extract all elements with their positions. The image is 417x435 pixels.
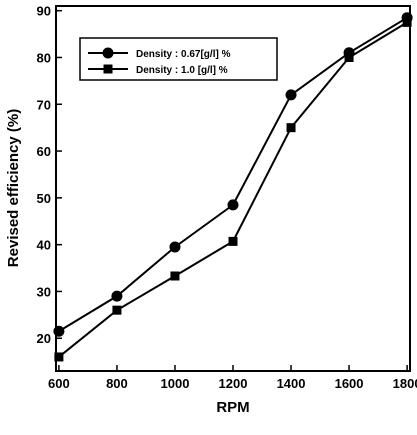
data-point-square (344, 52, 354, 62)
x-tick-label: 600 (48, 376, 70, 391)
legend-marker-square (103, 64, 113, 74)
data-point-square (170, 271, 180, 281)
legend-marker-circle (102, 47, 114, 59)
x-tick-label: 1600 (335, 376, 364, 391)
legend: Density : 0.67[g/l] % Density : 1.0 [g/l… (79, 37, 278, 81)
data-point-circle (227, 199, 239, 211)
data-point-circle (285, 89, 297, 101)
data-point-square (402, 17, 412, 27)
x-axis: 600 800 1000 1200 1400 1600 1800 (48, 365, 417, 391)
x-tick-label: 1400 (277, 376, 306, 391)
legend-label-0: Density : 0.67[g/l] % (136, 49, 231, 60)
x-axis-title: RPM (216, 399, 249, 416)
legend-label-1: Density : 1.0 [g/l] % (136, 65, 228, 76)
legend-box (79, 37, 278, 81)
y-tick-label: 50 (37, 191, 51, 206)
y-axis: 20 30 40 50 60 70 80 90 (37, 4, 62, 346)
x-tick-label: 1800 (393, 376, 417, 391)
y-tick-label: 60 (37, 144, 51, 159)
series-layer (53, 12, 413, 362)
y-tick-label: 80 (37, 50, 51, 65)
data-point-circle (111, 290, 123, 302)
data-point-square (228, 236, 238, 246)
y-tick-label: 20 (37, 331, 51, 346)
legend-item-0: Density : 0.67[g/l] % (88, 47, 231, 60)
data-point-circle (53, 325, 65, 337)
data-point-square (54, 352, 64, 362)
x-tick-label: 1000 (161, 376, 190, 391)
legend-item-1: Density : 1.0 [g/l] % (88, 64, 228, 76)
data-point-square (286, 123, 296, 133)
x-tick-label: 1200 (219, 376, 248, 391)
y-tick-label: 70 (37, 97, 51, 112)
y-axis-title: Revised efficiency (%) (5, 109, 22, 267)
x-tick-label: 800 (106, 376, 128, 391)
data-point-square (112, 305, 122, 315)
y-tick-label: 90 (37, 4, 51, 19)
y-tick-label: 30 (37, 284, 51, 299)
y-tick-label: 40 (37, 238, 51, 253)
data-point-circle (169, 241, 181, 253)
